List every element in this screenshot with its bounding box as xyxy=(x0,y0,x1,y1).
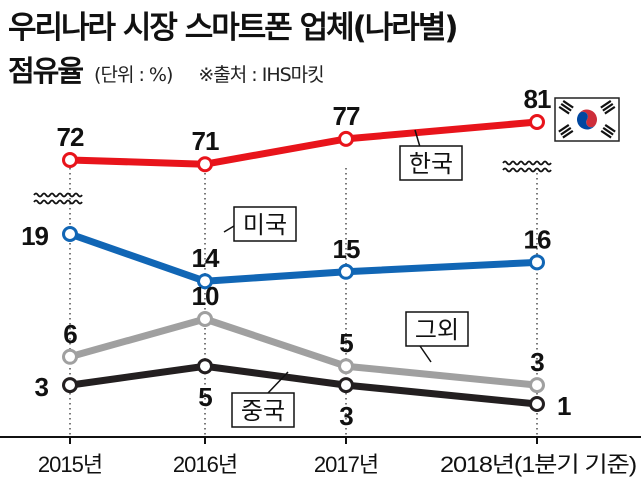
flag-trigram-3-bar-3 xyxy=(562,129,574,139)
series-3-point-3 xyxy=(338,358,354,375)
south-korea-flag-icon xyxy=(554,97,620,142)
axis-break-mark-right xyxy=(502,160,552,166)
chart-subtitle: 점유율 xyxy=(8,54,84,88)
series-4-point-4 xyxy=(529,396,545,412)
series-3-label-leader xyxy=(419,345,432,363)
series-1-line xyxy=(66,118,541,168)
series-1-point-1 xyxy=(62,152,78,168)
x-tick-label-4: 2018년(1분기 기준) xyxy=(440,452,636,477)
flag-trigram-3-bar-2 xyxy=(560,126,572,136)
series-2-point-1 xyxy=(62,226,78,242)
series-1-name-label: 한국 xyxy=(409,151,453,178)
flag-trigram-4-bar-2 xyxy=(602,126,614,136)
series-2-label-leader xyxy=(223,225,235,233)
series-1-value-label-3: 77 xyxy=(333,101,360,131)
flag-trigram-1-bar-1 xyxy=(562,99,574,109)
series-1-value-label-4: 81 xyxy=(524,84,551,114)
series-4-label-leader xyxy=(267,371,289,394)
series-2-name-label: 미국 xyxy=(243,212,287,239)
series-4-value-label-1: 3 xyxy=(35,372,49,402)
series-1-point-2 xyxy=(197,156,213,173)
series-3-value-label-4: 3 xyxy=(530,347,544,377)
axis-break-mark-left xyxy=(33,192,83,198)
series-3-value-label-3: 5 xyxy=(339,328,353,358)
series-3-line xyxy=(66,315,541,389)
series-2-value-label-3: 15 xyxy=(333,234,360,264)
series-1-point-3 xyxy=(338,130,354,147)
series-4-point-2 xyxy=(197,358,213,375)
flag-trigram-1-bar-3 xyxy=(558,105,570,115)
x-tick-label-1: 2015년 xyxy=(38,452,102,477)
series-3-point-4 xyxy=(529,377,545,394)
chart-title: 우리나라 시장 스마트폰 업체(나라별) xyxy=(8,10,459,46)
series-1-label-leader xyxy=(414,129,421,148)
subtitle-row: 점유율 (단위 : %) ※출처 : IHS마킷 xyxy=(8,48,325,90)
x-tick-label-3: 2017년 xyxy=(314,452,378,477)
series-4-value-label-4: 1 xyxy=(557,391,571,421)
series-4-value-label-3: 3 xyxy=(339,401,353,431)
x-tick-label-2: 2016년 xyxy=(173,452,237,477)
series-3-name-label: 그외 xyxy=(415,317,459,344)
axis-break-mark-right xyxy=(502,167,552,173)
series-4-name-label: 중국 xyxy=(241,398,285,425)
series-2-point-2 xyxy=(197,273,213,290)
series-4-value-label-2: 5 xyxy=(198,382,212,412)
series-2-line xyxy=(66,230,541,285)
flag-trigram-1-bar-2 xyxy=(560,102,572,112)
flag-taeguk-blue xyxy=(577,111,596,130)
series-2-value-label-2: 14 xyxy=(192,243,220,273)
series-2-point-3 xyxy=(338,263,354,280)
series-2-value-label-4: 16 xyxy=(524,224,551,254)
unit-label: (단위 : %) xyxy=(94,64,173,86)
series-3-value-label-1: 6 xyxy=(63,319,77,349)
series-1-point-4 xyxy=(529,114,545,130)
flag-trigram-2-bar-1 xyxy=(600,99,612,109)
series-4-point-3 xyxy=(338,377,354,394)
source-label: ※출처 : IHS마킷 xyxy=(198,64,324,86)
flag-trigram-4-bar-3 xyxy=(600,129,612,139)
flag-trigram-2-bar-3 xyxy=(604,105,616,115)
flag-trigram-3-bar-1 xyxy=(558,123,570,133)
series-1-value-label-1: 72 xyxy=(57,122,84,152)
series-3-point-2 xyxy=(197,311,213,327)
series-1-name-box xyxy=(399,145,463,181)
series-2-value-label-1: 19 xyxy=(21,221,48,251)
series-3-name-box xyxy=(405,311,469,347)
axis-break-mark-left xyxy=(33,199,83,205)
flag-trigram-4-bar-1 xyxy=(604,123,616,133)
series-2-name-box xyxy=(233,206,297,242)
flag-taeguk-red xyxy=(578,109,597,128)
series-3-value-label-2: 10 xyxy=(192,281,219,311)
series-4-line xyxy=(66,362,541,408)
series-4-name-box xyxy=(231,392,295,428)
series-2-point-4 xyxy=(529,254,545,271)
series-3-point-1 xyxy=(62,348,78,365)
series-1-value-label-2: 71 xyxy=(192,126,219,156)
series-4-point-1 xyxy=(62,377,78,394)
flag-trigram-2-bar-2 xyxy=(602,102,614,112)
